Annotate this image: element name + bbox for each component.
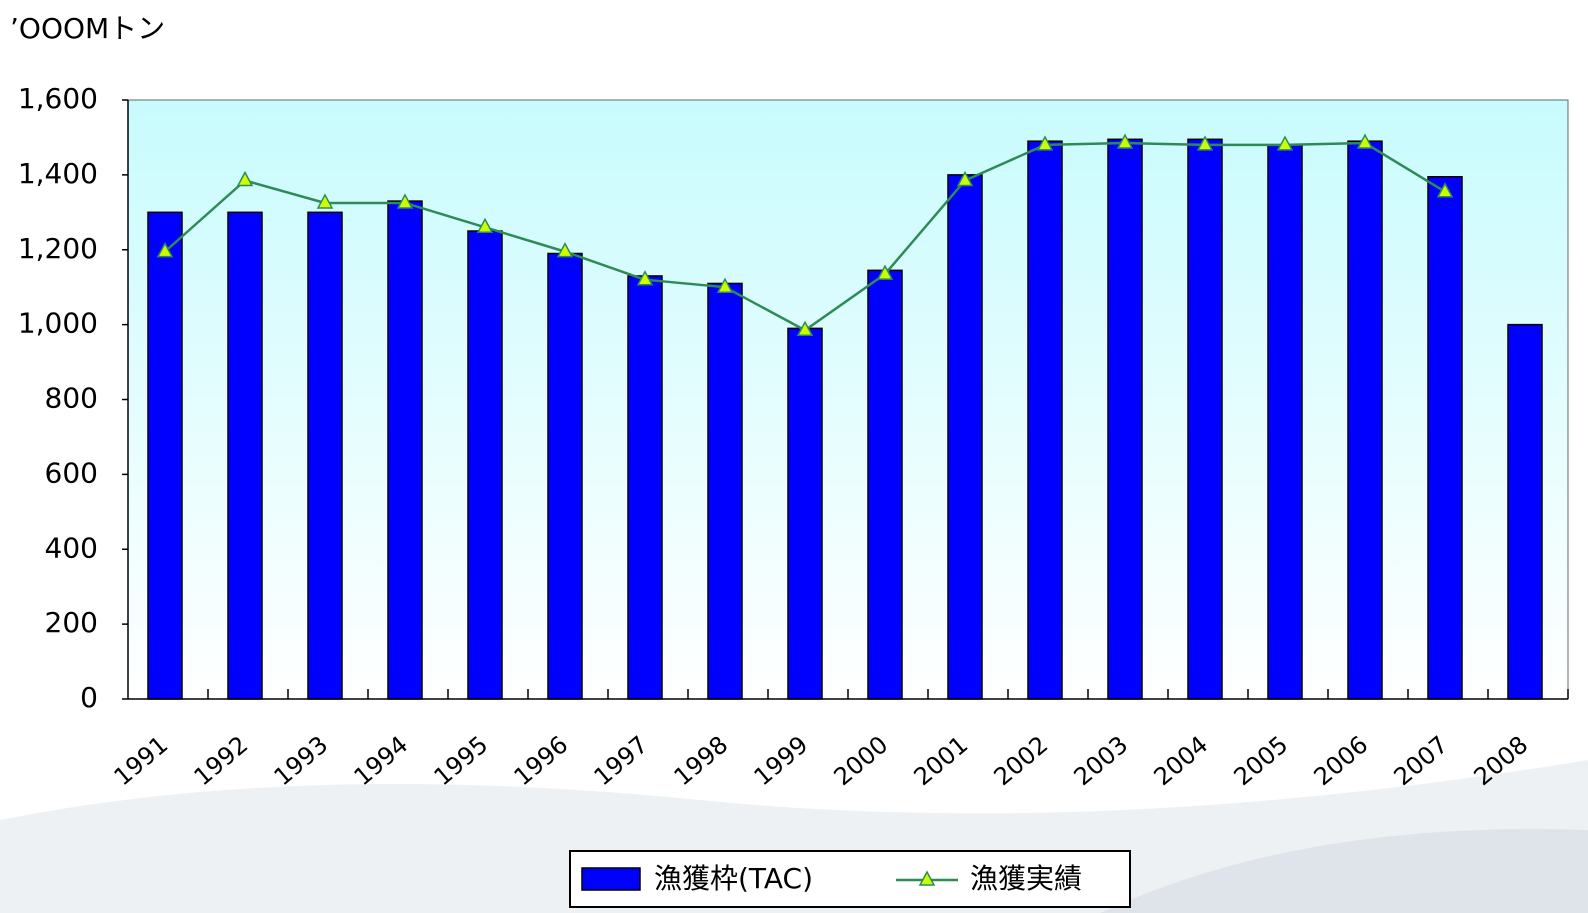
bar [227, 211, 263, 700]
x-tick-label: 1999 [749, 731, 814, 792]
background-wave [0, 760, 1588, 913]
line-marker [396, 193, 414, 209]
line-marker [316, 193, 334, 209]
legend-swatch [581, 867, 641, 891]
line-marker [1116, 133, 1134, 149]
y-tick-label: 1,400 [18, 157, 98, 190]
x-tick-label: 1995 [429, 731, 494, 792]
y-tick-label: 600 [45, 456, 98, 489]
line-marker [796, 320, 814, 336]
bar [1347, 140, 1383, 700]
y-tick-label: 1,600 [18, 82, 98, 115]
bar [627, 275, 663, 700]
y-tick-label: 1,000 [18, 307, 98, 340]
x-tick-label: 2001 [909, 731, 974, 792]
bar [1267, 144, 1303, 700]
bar [1027, 140, 1063, 700]
x-tick-label: 1993 [269, 731, 334, 792]
line-marker [1036, 135, 1054, 151]
line-marker [716, 277, 734, 293]
x-tick-label: 1996 [509, 731, 574, 792]
legend [569, 850, 1131, 908]
line-marker [1196, 135, 1214, 151]
background-wave [1100, 829, 1588, 913]
line-marker [956, 170, 974, 187]
line-marker [636, 270, 654, 286]
bar [1187, 138, 1223, 700]
legend-label: 漁獲枠(TAC) [654, 862, 813, 895]
line-marker [476, 217, 494, 234]
x-tick-label: 2000 [829, 731, 894, 792]
y-axis-label: ’OOOMトン [10, 12, 165, 45]
x-tick-label: 2005 [1229, 731, 1294, 792]
bar [547, 252, 583, 700]
x-tick-label: 2006 [1309, 731, 1374, 792]
x-tick-label: 2004 [1149, 731, 1214, 792]
bar [1427, 175, 1463, 700]
y-tick-label: 0 [80, 681, 98, 714]
plot-area [127, 99, 1569, 700]
x-tick-label: 1997 [589, 731, 654, 792]
bar [467, 230, 503, 700]
bar [147, 211, 183, 700]
line-marker [556, 242, 574, 258]
x-tick-label: 2003 [1069, 731, 1134, 792]
y-tick-label: 200 [45, 606, 98, 639]
bar [1107, 138, 1143, 700]
line-marker [876, 264, 894, 280]
x-tick-label: 2002 [989, 731, 1054, 792]
bar [1507, 323, 1543, 700]
x-tick-label: 1992 [189, 731, 254, 792]
x-tick-label: 1994 [349, 731, 414, 792]
line-marker [236, 170, 254, 187]
x-tick-label: 1991 [109, 731, 174, 792]
y-tick-label: 400 [45, 531, 98, 564]
line-marker [1276, 135, 1294, 151]
bar [867, 269, 903, 700]
bar [787, 327, 823, 700]
bar [707, 282, 743, 700]
y-tick-label: 1,200 [18, 232, 98, 265]
bar [387, 200, 423, 700]
y-tick-label: 800 [45, 382, 98, 415]
bar [307, 211, 343, 700]
line-marker [1436, 182, 1454, 198]
line-marker [156, 242, 174, 258]
legend-box [569, 850, 1131, 908]
legend-swatch [918, 870, 936, 886]
bar [947, 174, 983, 700]
legend-label: 漁獲実績 [970, 862, 1082, 895]
x-tick-label: 1998 [669, 731, 734, 792]
line-marker [1356, 133, 1374, 149]
